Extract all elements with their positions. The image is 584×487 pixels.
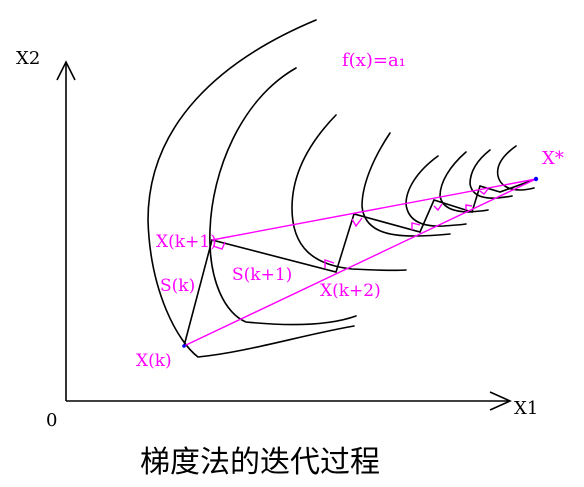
contour-curve	[496, 145, 535, 191]
y-axis-label: X2	[16, 48, 40, 69]
contour-curve	[147, 19, 355, 358]
right-angle-marker	[212, 241, 226, 250]
start-point	[182, 344, 186, 348]
contour-curve	[405, 155, 467, 227]
contour-curve	[209, 67, 357, 326]
right-angle-marker	[324, 259, 335, 268]
coordinate-axes	[56, 60, 512, 411]
right-angle-marker	[479, 188, 489, 195]
x-axis-label: X1	[514, 398, 538, 419]
contour-curve	[291, 114, 407, 272]
contour-curve	[361, 132, 451, 237]
contour-lines	[147, 19, 535, 358]
xk-label: X(k)	[136, 351, 172, 371]
origin-label: 0	[46, 410, 57, 431]
right-angle-marker	[351, 217, 363, 228]
construction-lines	[182, 176, 539, 348]
lower-envelope-line	[183, 178, 537, 347]
right-angle-markers	[212, 188, 489, 268]
sk-label: S(k)	[160, 276, 195, 296]
xk1-label: X(k+1)	[156, 232, 217, 252]
xk2-label: X(k+2)	[320, 281, 381, 301]
iteration-path	[183, 178, 537, 347]
iteration-steps	[183, 178, 537, 347]
right-angle-marker	[465, 204, 473, 210]
right-angle-marker	[411, 222, 421, 230]
upper-envelope-line	[211, 178, 537, 241]
contour-curve	[469, 149, 513, 199]
contour-label: f(x)=a₁	[342, 50, 406, 71]
y-axis-arrow	[56, 60, 76, 81]
optimum-point	[533, 176, 539, 182]
x-axis-arrow	[489, 391, 512, 411]
optimum-label: X*	[542, 148, 564, 169]
right-angle-marker	[433, 203, 443, 212]
sk1-label: S(k+1)	[232, 265, 292, 285]
contour-curve	[439, 151, 489, 213]
figure-caption: 梯度法的迭代过程	[140, 445, 380, 480]
